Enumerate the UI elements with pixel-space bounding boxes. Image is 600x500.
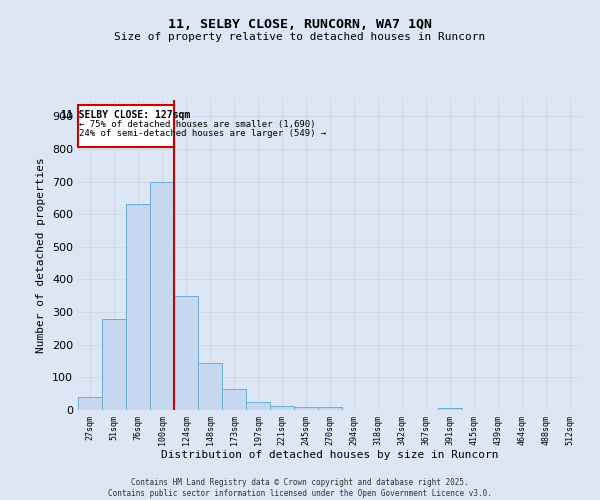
Bar — [270, 406, 294, 410]
Text: Size of property relative to detached houses in Runcorn: Size of property relative to detached ho… — [115, 32, 485, 42]
Text: 24% of semi-detached houses are larger (549) →: 24% of semi-detached houses are larger (… — [79, 130, 326, 138]
FancyBboxPatch shape — [78, 105, 174, 148]
Bar — [126, 204, 150, 410]
Bar — [294, 406, 318, 410]
Bar — [246, 402, 270, 410]
Bar — [198, 362, 222, 410]
X-axis label: Distribution of detached houses by size in Runcorn: Distribution of detached houses by size … — [161, 450, 499, 460]
Text: ← 75% of detached houses are smaller (1,690): ← 75% of detached houses are smaller (1,… — [79, 120, 316, 128]
Bar — [102, 318, 126, 410]
Bar — [318, 406, 342, 410]
Bar — [150, 182, 174, 410]
Text: Contains HM Land Registry data © Crown copyright and database right 2025.
Contai: Contains HM Land Registry data © Crown c… — [108, 478, 492, 498]
Y-axis label: Number of detached properties: Number of detached properties — [37, 157, 46, 353]
Text: 11, SELBY CLOSE, RUNCORN, WA7 1QN: 11, SELBY CLOSE, RUNCORN, WA7 1QN — [168, 18, 432, 30]
Bar — [78, 397, 102, 410]
Bar — [174, 296, 198, 410]
Bar — [438, 408, 462, 410]
Bar — [222, 389, 246, 410]
Text: 11 SELBY CLOSE: 127sqm: 11 SELBY CLOSE: 127sqm — [61, 110, 191, 120]
